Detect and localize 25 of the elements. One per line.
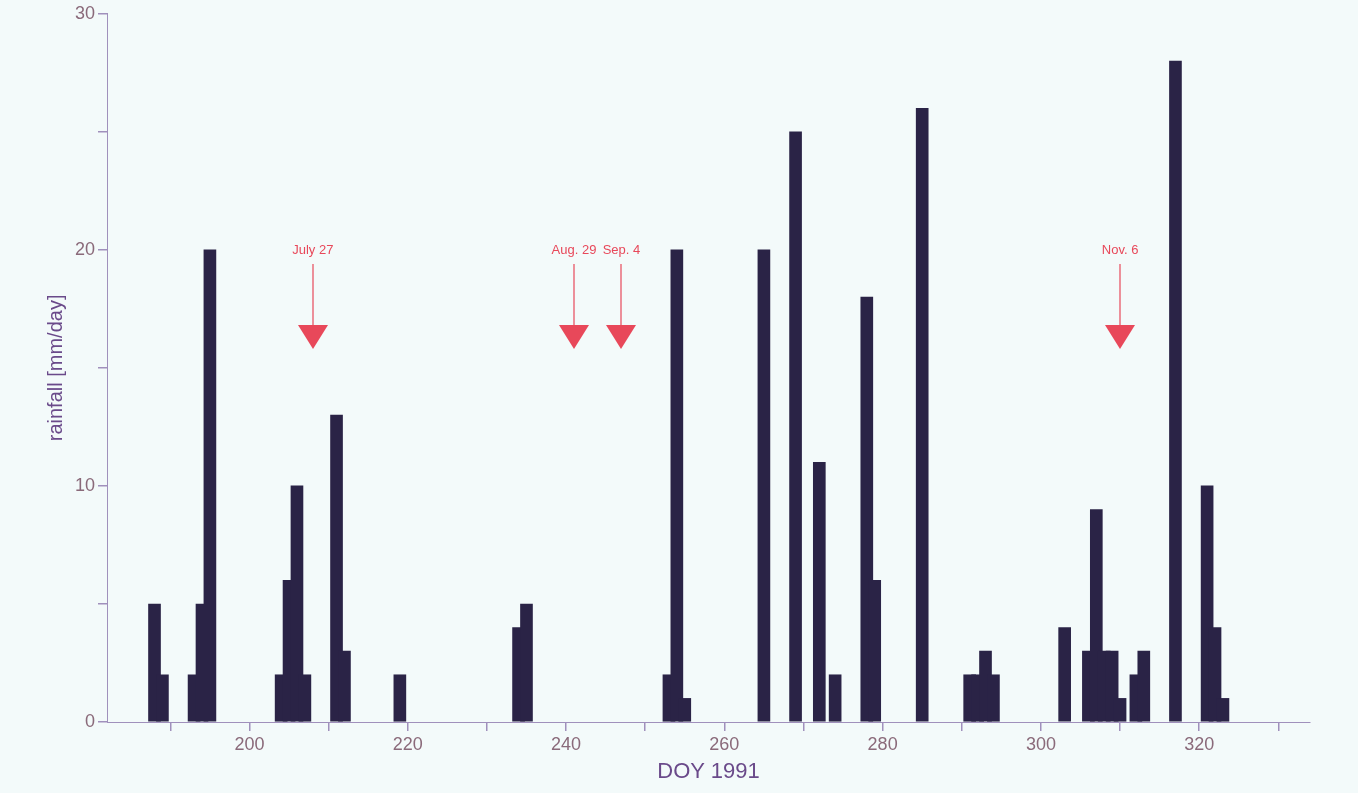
bar — [812, 462, 826, 722]
ref-line-label: Sep. 4 — [602, 241, 641, 257]
y-tick-label: 30 — [74, 2, 96, 23]
bar — [393, 674, 407, 722]
ref-line-label: Aug. 29 — [551, 241, 597, 257]
x-tick-label: 320 — [1184, 733, 1215, 754]
ref-line-label: Nov. 6 — [1101, 241, 1139, 257]
x-tick-label: 220 — [392, 733, 423, 754]
x-tick-label: 200 — [234, 733, 265, 754]
y-tick-label: 10 — [74, 474, 96, 495]
bar — [915, 107, 929, 722]
ref-line-label: July 27 — [292, 241, 334, 257]
y-tick-label: 0 — [85, 710, 96, 731]
bar — [1169, 60, 1182, 722]
y-tick-label: 20 — [74, 238, 96, 259]
x-tick-label: 260 — [709, 733, 740, 754]
bar — [757, 249, 771, 722]
x-tick-label: 300 — [1025, 733, 1056, 754]
bar — [1058, 627, 1071, 722]
x-tick-label: 240 — [551, 733, 582, 754]
y-axis-title: rainfall [mm/day] — [43, 294, 66, 442]
bar — [828, 674, 842, 722]
bar — [789, 131, 802, 722]
x-tick-label: 280 — [867, 733, 898, 754]
x-axis-title: DOY 1991 — [657, 757, 760, 783]
